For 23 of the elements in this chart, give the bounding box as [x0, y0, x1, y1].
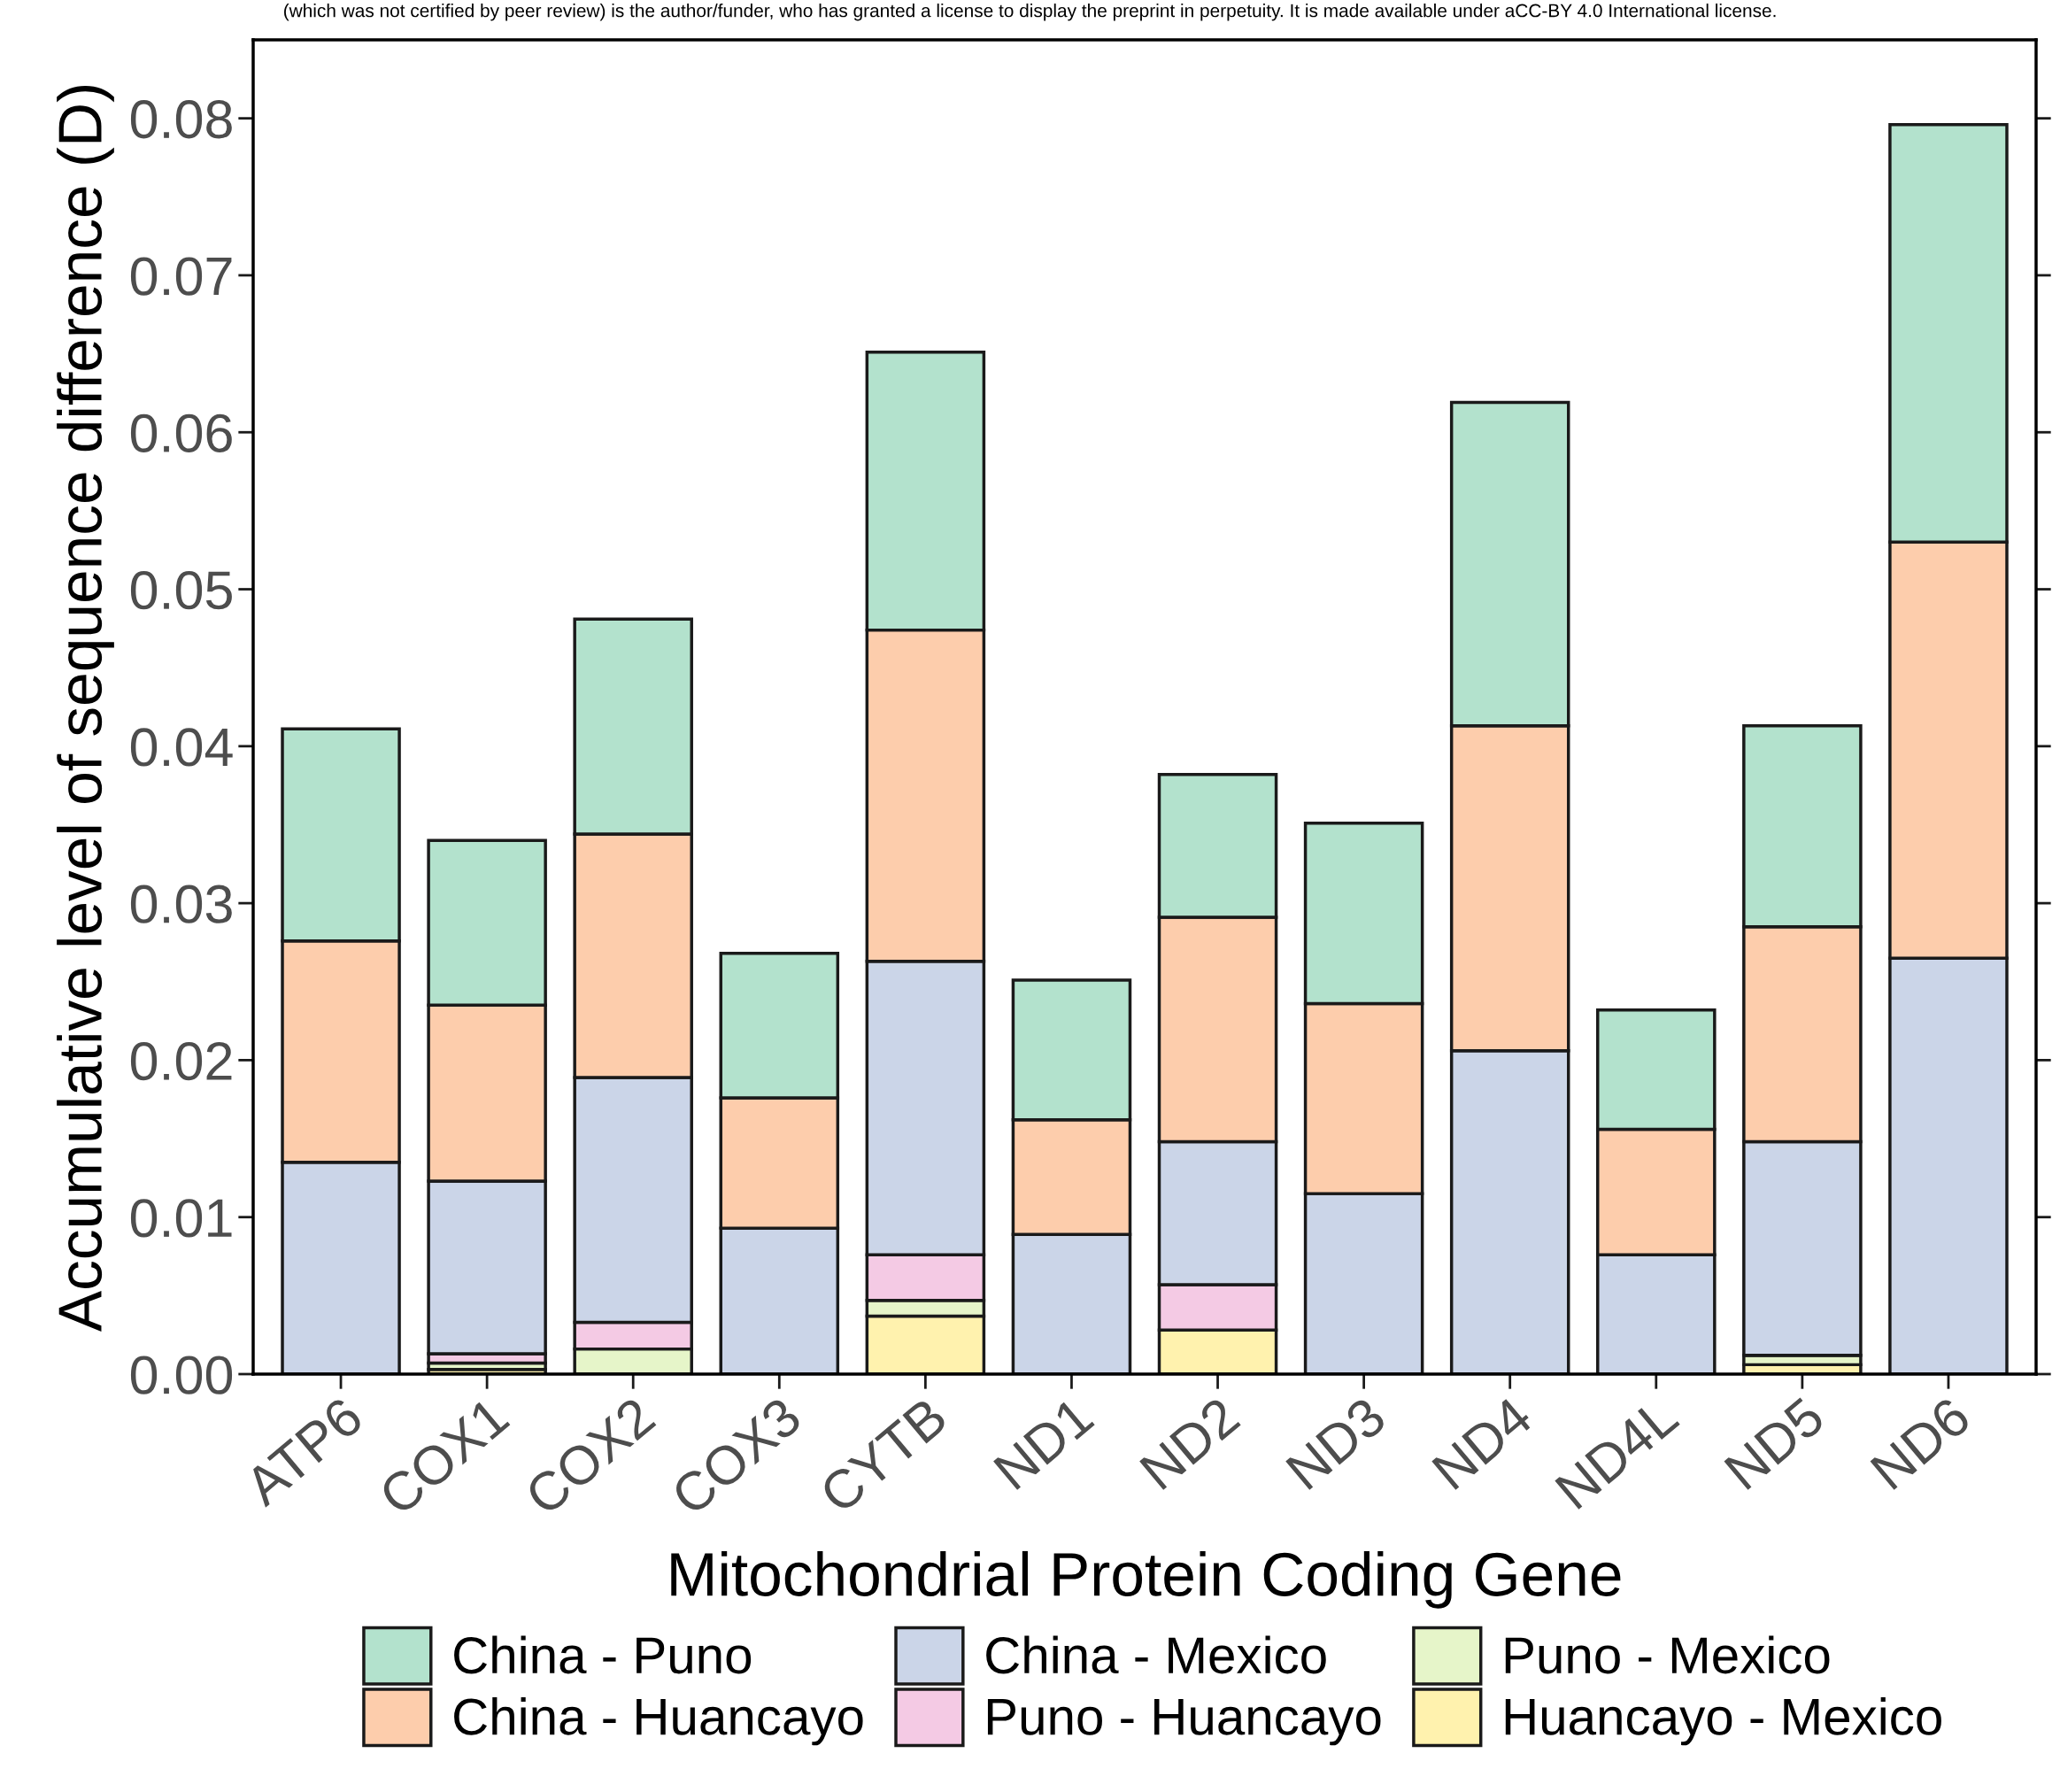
y-tick-label: 0.07 — [130, 257, 232, 296]
legend-label: China - Puno — [454, 1635, 752, 1674]
x-tick-label: ND2 — [1138, 1395, 1241, 1490]
legend-label: Huancayo - Mexico — [1505, 1696, 1941, 1746]
x-tick-label: ND4 — [1431, 1395, 1534, 1490]
y-tick-label: 0.03 — [130, 884, 232, 923]
y-axis-title: Accumulative level of sequence difference (D) — [57, 86, 114, 1332]
x-tick-label: ND6 — [1870, 1395, 1972, 1491]
legend-label: China - Mexico — [986, 1635, 1326, 1674]
x-tick-label: ND1 — [993, 1396, 1095, 1490]
y-tick-label: 0.05 — [130, 571, 232, 610]
legend-label: Puno - Huancayo — [987, 1699, 1381, 1746]
y-tick-label: 0.08 — [130, 100, 232, 139]
y-tick-label: 0.04 — [130, 728, 233, 767]
y-tick-label: 0.02 — [130, 1041, 232, 1081]
x-tick-label: ND3 — [1285, 1395, 1388, 1491]
y-tick-label: 0.06 — [130, 413, 232, 452]
x-axis-title: Mitochondrial Protein Coding Gene — [671, 1550, 1621, 1609]
legend-label: Puno - Mexico — [1505, 1635, 1830, 1674]
y-tick-label: 0.01 — [130, 1199, 232, 1238]
text: (which was not certified by peer review) is the author/funder, who has granted a license to display the preprint in perpetuity. It is made available under aCC-BY 4.0 International license. — [284, 4, 1776, 21]
y-tick-label: 0.00 — [130, 1356, 233, 1394]
legend-label: China - Huancayo — [454, 1696, 863, 1746]
